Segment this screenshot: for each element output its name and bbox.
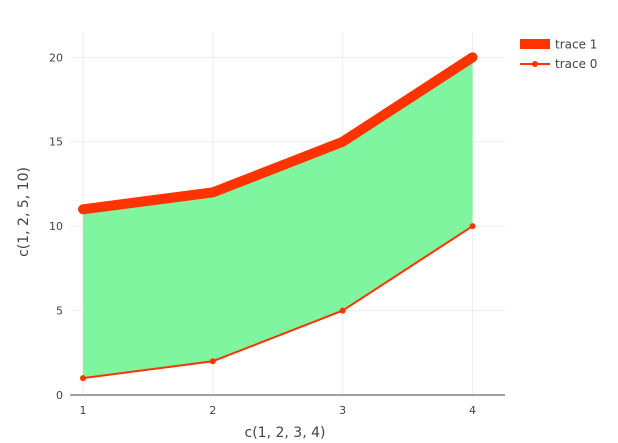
y-axis-title: c(1, 2, 5, 10) xyxy=(16,167,32,257)
y-tick-label: 0 xyxy=(56,389,63,402)
x-tick-label: 2 xyxy=(209,404,216,417)
x-axis-ticks: 1 2 3 4 xyxy=(79,404,476,417)
legend[interactable]: trace 1 trace 0 xyxy=(520,38,597,72)
trace-0-point xyxy=(79,375,86,382)
x-axis-title: c(1, 2, 3, 4) xyxy=(245,425,326,441)
trace-0-line xyxy=(82,225,474,380)
legend-item-trace-0[interactable]: trace 0 xyxy=(520,57,597,71)
y-tick-label: 15 xyxy=(49,136,63,149)
legend-label-trace-0: trace 0 xyxy=(555,57,597,71)
fill-area-between-traces xyxy=(82,57,473,379)
y-axis-ticks: 0 5 10 15 20 xyxy=(49,51,63,402)
y-tick-label: 20 xyxy=(49,51,63,64)
trace-0-point xyxy=(339,307,346,314)
trace-1-line xyxy=(77,52,478,215)
x-tick-label: 4 xyxy=(469,404,476,417)
trace-0-point xyxy=(209,358,216,365)
y-tick-label: 5 xyxy=(56,305,63,318)
legend-item-trace-1[interactable]: trace 1 xyxy=(520,38,597,52)
trace-0-point xyxy=(469,223,476,230)
y-tick-label: 10 xyxy=(49,220,63,233)
traces xyxy=(77,52,478,382)
x-tick-label: 3 xyxy=(339,404,346,417)
x-tick-label: 1 xyxy=(79,404,86,417)
legend-marker-trace-0 xyxy=(532,61,538,67)
legend-label-trace-1: trace 1 xyxy=(555,38,597,52)
legend-swatch-trace-1 xyxy=(520,39,550,49)
